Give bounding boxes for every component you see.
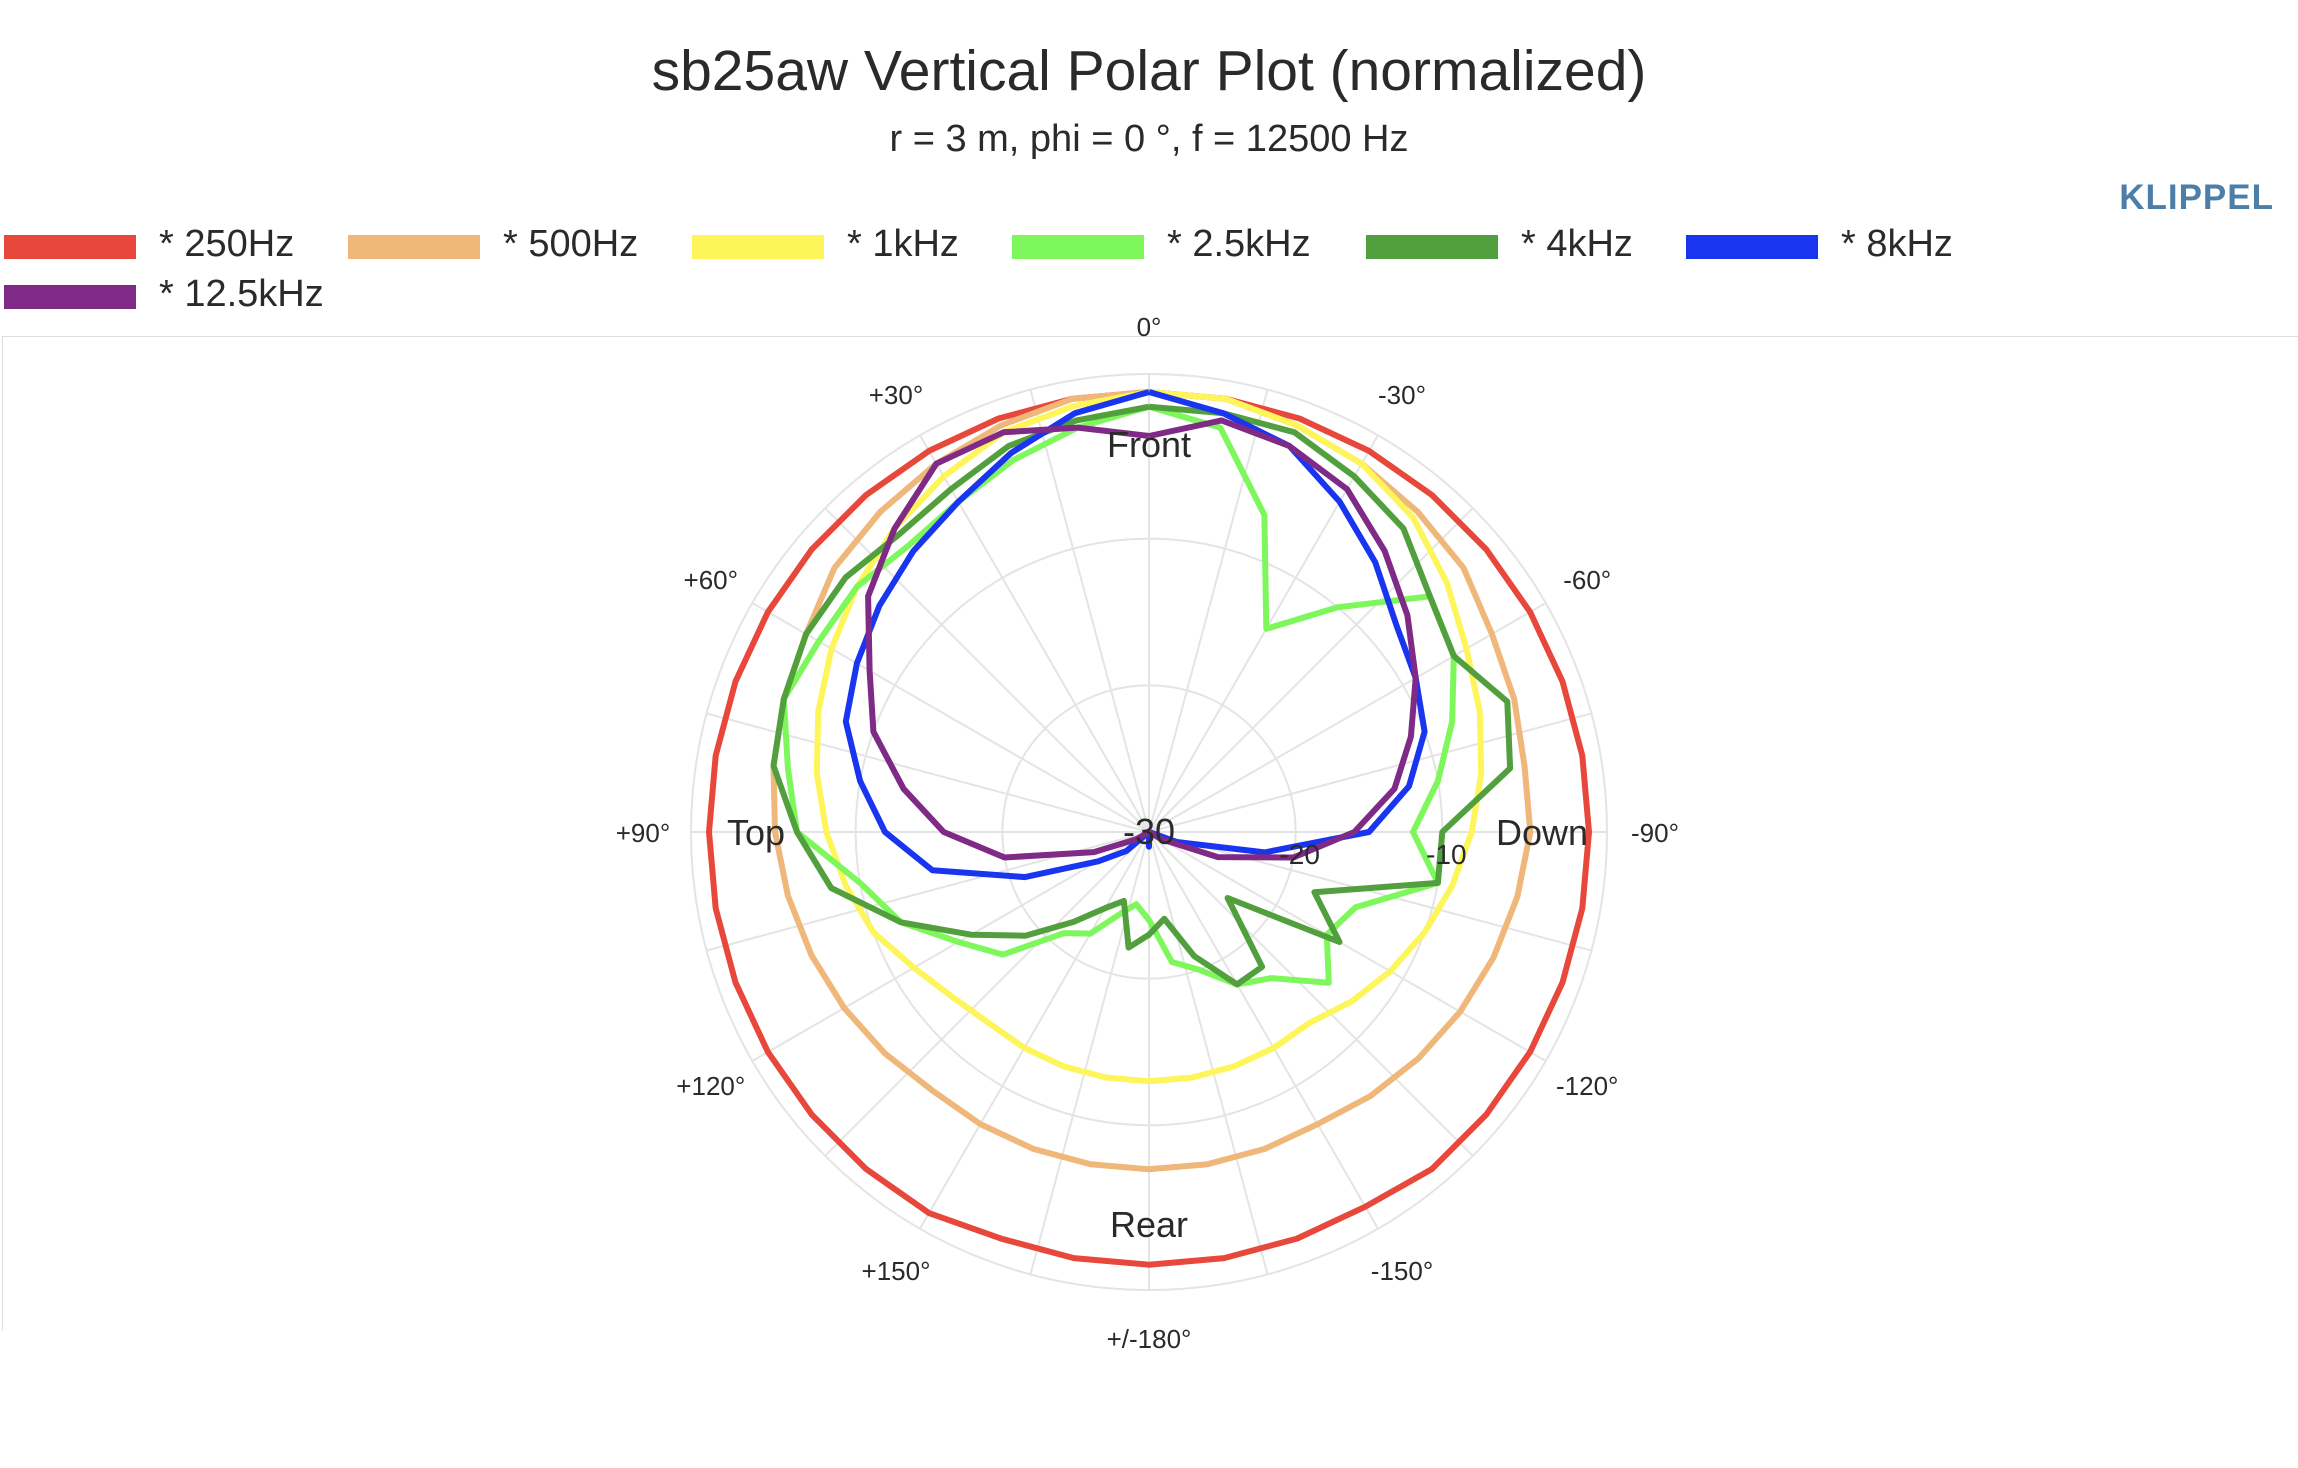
grid-spoke (1148, 831, 1379, 1230)
brand-logo-text: KLIPPEL (2119, 178, 2274, 217)
legend-swatch-1khz (692, 235, 824, 259)
chart-legend: * 250Hz * 500Hz * 1kHz * 2.5kHz * 4kHz *… (0, 220, 2298, 330)
series-line-4khz[interactable] (770, 403, 1514, 988)
radial-tick-label: -30 (1123, 811, 1175, 852)
grid-spoke (1148, 831, 1547, 1062)
angle-tick-label: +60° (684, 565, 739, 595)
legend-label-8khz: * 8kHz (1841, 223, 1953, 265)
grid-spoke (824, 831, 1150, 1157)
radial-tick-label: -10 (1426, 839, 1466, 870)
grid-spoke (919, 831, 1150, 1230)
legend-swatch-12-5khz (4, 285, 136, 309)
radial-tick-label: -20 (1279, 839, 1319, 870)
grid-spoke (1148, 831, 1474, 1157)
grid-spoke (1148, 434, 1379, 833)
angle-tick-label: -90° (1631, 818, 1679, 848)
angle-tick-label: +30° (869, 380, 924, 410)
series-line-500hz[interactable] (770, 389, 1534, 1173)
direction-label-front: Front (1107, 424, 1191, 465)
legend-label-250hz: * 250Hz (159, 223, 295, 265)
grid-spoke (1029, 389, 1150, 833)
grid-spoke (751, 831, 1150, 1062)
legend-label-2-5khz: * 2.5kHz (1167, 223, 1311, 265)
legend-swatch-4khz (1366, 235, 1498, 259)
grid-spoke (1148, 602, 1547, 833)
legend-swatch-8khz (1686, 235, 1818, 259)
chart-title: sb25aw Vertical Polar Plot (normalized) (651, 39, 1647, 103)
angle-tick-label: -150° (1371, 1256, 1433, 1286)
legend-label-1khz: * 1kHz (847, 223, 959, 265)
grid-spoke (1148, 831, 1269, 1275)
legend-swatch-2-5khz (1012, 235, 1144, 259)
angle-tick-label: +120° (676, 1071, 745, 1101)
grid-spoke (1148, 831, 1592, 952)
direction-label-top: Top (727, 812, 785, 853)
series-line-12-5khz[interactable] (865, 417, 1419, 861)
polar-labels: 0° +30° +60° +90° +120° +150° +/-180° -150° -120… (616, 312, 1679, 1354)
series-line-250hz[interactable] (706, 389, 1592, 1268)
direction-label-down: Down (1496, 812, 1588, 853)
angle-tick-label: -30° (1378, 380, 1426, 410)
angle-tick-label: -60° (1563, 565, 1611, 595)
grid-spoke (1148, 507, 1474, 833)
angle-tick-label: +90° (616, 818, 671, 848)
plot-area (2, 336, 2298, 1331)
grid-spoke (919, 434, 1150, 833)
angle-tick-label: +/-180° (1107, 1324, 1192, 1354)
angle-tick-label: -120° (1556, 1071, 1618, 1101)
legend-label-4khz: * 4kHz (1521, 223, 1633, 265)
angle-tick-label: 0° (1137, 312, 1162, 342)
legend-label-12-5khz: * 12.5kHz (159, 273, 324, 315)
chart-subtitle: r = 3 m, phi = 0 °, f = 12500 Hz (889, 118, 1409, 160)
angle-tick-label: +150° (862, 1256, 931, 1286)
legend-label-500hz: * 500Hz (503, 223, 639, 265)
legend-swatch-500hz (348, 235, 480, 259)
series-line-2-5khz[interactable] (780, 403, 1457, 988)
polar-series-group (706, 389, 1592, 1268)
grid-spoke (751, 602, 1150, 833)
legend-swatch-250hz (4, 235, 136, 259)
direction-label-rear: Rear (1110, 1204, 1188, 1245)
grid-spoke (1148, 389, 1269, 833)
series-line-1khz[interactable] (813, 389, 1485, 1085)
